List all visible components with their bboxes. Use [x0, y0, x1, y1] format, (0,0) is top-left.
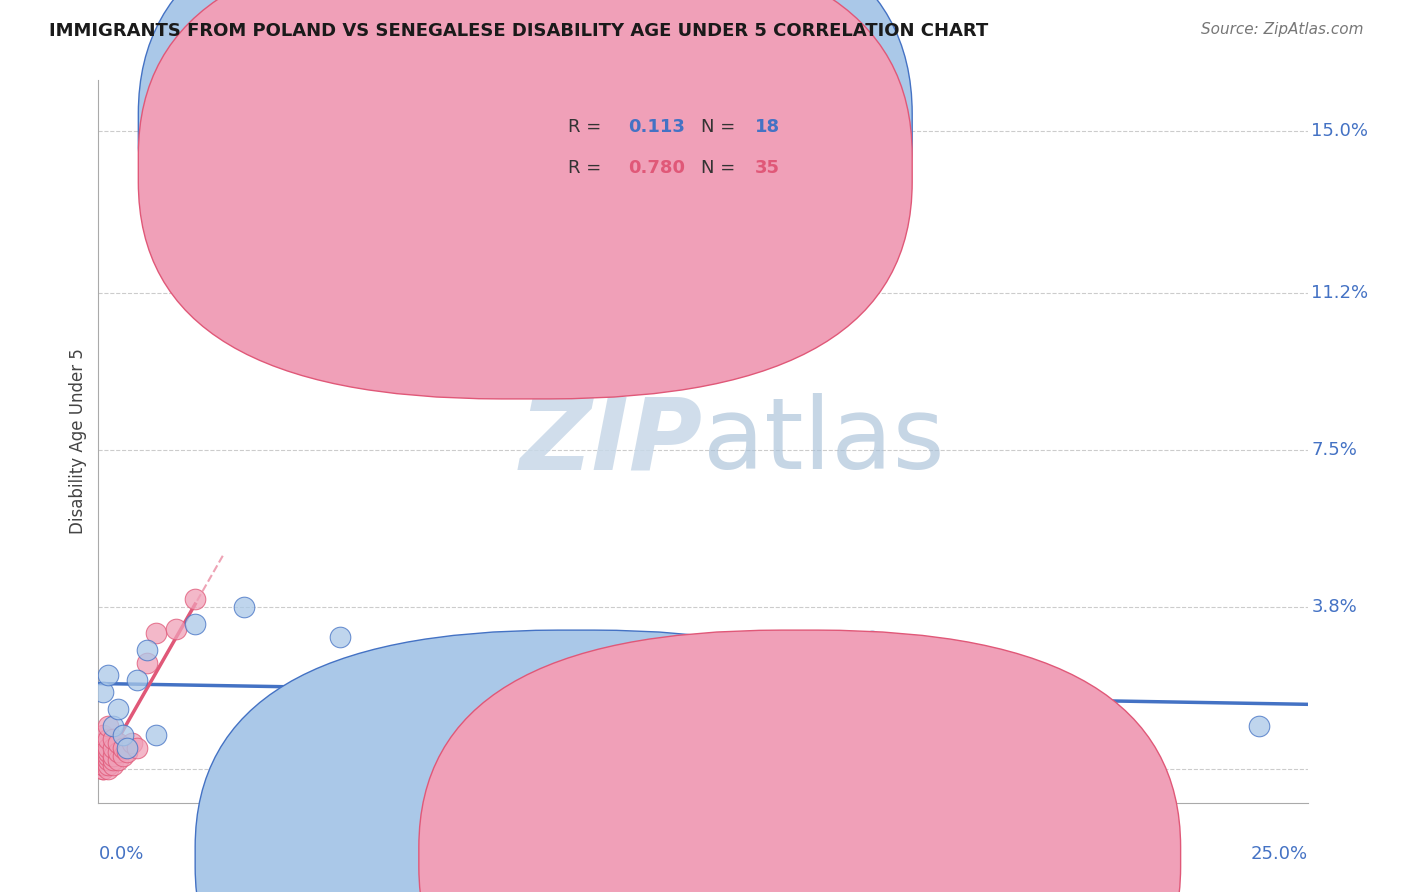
Point — [97, 749, 120, 764]
Text: 7.5%: 7.5% — [1312, 441, 1357, 459]
Point — [101, 732, 124, 747]
Point — [101, 749, 124, 764]
Point — [145, 728, 167, 742]
Point — [101, 757, 124, 772]
Text: 35: 35 — [755, 160, 780, 178]
Point — [184, 617, 207, 632]
Point — [1128, 740, 1150, 755]
Point — [135, 656, 157, 670]
Point — [127, 673, 149, 687]
Point — [91, 749, 114, 764]
Point — [97, 668, 120, 682]
Text: Senegalese: Senegalese — [825, 848, 921, 866]
Point — [111, 728, 134, 742]
Text: ZIP: ZIP — [520, 393, 703, 490]
Point — [101, 753, 124, 767]
Text: 0.0%: 0.0% — [98, 846, 143, 863]
Point — [97, 745, 120, 759]
Point — [97, 732, 120, 747]
Text: 3.8%: 3.8% — [1312, 599, 1357, 616]
Point — [860, 634, 883, 648]
Point — [97, 762, 120, 776]
Text: 15.0%: 15.0% — [1312, 122, 1368, 140]
Point — [91, 762, 114, 776]
Text: 0.113: 0.113 — [628, 119, 685, 136]
Point — [121, 736, 143, 750]
Text: R =: R = — [568, 119, 613, 136]
Point — [97, 757, 120, 772]
Point — [91, 757, 114, 772]
Point — [107, 736, 129, 750]
Point — [184, 591, 207, 606]
Point — [107, 753, 129, 767]
Text: 18: 18 — [755, 119, 780, 136]
Point — [91, 757, 114, 772]
Point — [91, 685, 114, 699]
Point — [402, 664, 425, 678]
Y-axis label: Disability Age Under 5: Disability Age Under 5 — [69, 349, 87, 534]
Point — [91, 762, 114, 776]
Point — [668, 677, 690, 691]
Point — [97, 719, 120, 733]
Point — [127, 740, 149, 755]
Point — [1249, 719, 1271, 733]
Point — [145, 625, 167, 640]
Text: Immigrants from Poland: Immigrants from Poland — [602, 848, 801, 866]
FancyBboxPatch shape — [474, 91, 806, 196]
Point — [107, 702, 129, 716]
Text: 11.2%: 11.2% — [1312, 284, 1368, 301]
Point — [135, 642, 157, 657]
Text: N =: N = — [700, 160, 741, 178]
Point — [474, 694, 496, 708]
Text: Source: ZipAtlas.com: Source: ZipAtlas.com — [1201, 22, 1364, 37]
Point — [91, 740, 114, 755]
Point — [97, 740, 120, 755]
Point — [329, 630, 352, 644]
Text: atlas: atlas — [703, 393, 945, 490]
FancyBboxPatch shape — [138, 0, 912, 399]
Point — [111, 740, 134, 755]
Point — [91, 736, 114, 750]
Text: 0.780: 0.780 — [628, 160, 685, 178]
Point — [97, 753, 120, 767]
Text: 25.0%: 25.0% — [1250, 846, 1308, 863]
Point — [91, 745, 114, 759]
Text: R =: R = — [568, 160, 606, 178]
FancyBboxPatch shape — [138, 0, 912, 358]
Text: IMMIGRANTS FROM POLAND VS SENEGALESE DISABILITY AGE UNDER 5 CORRELATION CHART: IMMIGRANTS FROM POLAND VS SENEGALESE DIS… — [49, 22, 988, 40]
Point — [165, 622, 187, 636]
FancyBboxPatch shape — [419, 630, 1181, 892]
FancyBboxPatch shape — [195, 630, 957, 892]
Point — [117, 745, 139, 759]
Point — [91, 728, 114, 742]
Point — [232, 600, 254, 615]
Point — [91, 753, 114, 767]
Text: N =: N = — [700, 119, 741, 136]
Point — [101, 719, 124, 733]
Point — [111, 749, 134, 764]
Point — [107, 745, 129, 759]
Point — [117, 740, 139, 755]
Point — [101, 740, 124, 755]
